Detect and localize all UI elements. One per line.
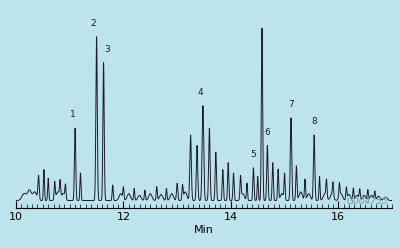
Text: 7: 7 — [288, 100, 294, 109]
Text: G004755: G004755 — [347, 197, 388, 206]
Text: 5: 5 — [250, 150, 256, 159]
Text: 8: 8 — [311, 117, 317, 126]
Text: 2: 2 — [90, 19, 96, 28]
Text: 6: 6 — [264, 128, 270, 137]
Text: 3: 3 — [104, 45, 110, 54]
Text: 4: 4 — [198, 88, 203, 97]
Text: 1: 1 — [70, 111, 75, 120]
X-axis label: Min: Min — [194, 225, 214, 235]
